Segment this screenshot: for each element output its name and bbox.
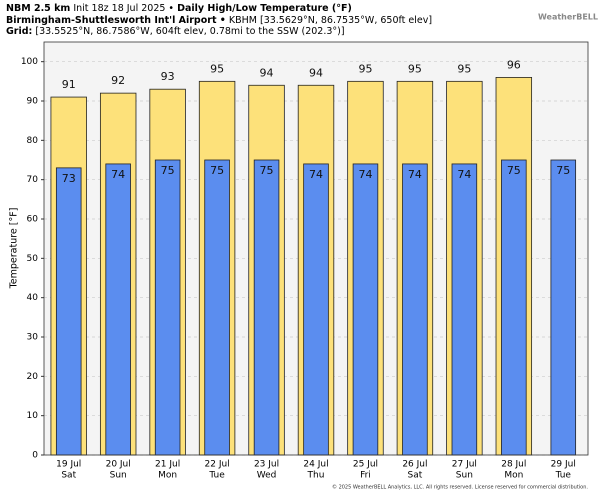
bar xyxy=(402,163,428,456)
value-label: 74 xyxy=(358,168,372,181)
y-tick-label: 30 xyxy=(27,333,39,343)
x-tick-label: Tue xyxy=(208,471,225,481)
station-info: KBHM [33.5629°N, 86.7535°W, 650ft elev] xyxy=(228,14,433,26)
y-tick-label: 40 xyxy=(27,293,39,303)
value-label: 93 xyxy=(161,70,175,83)
grid-info: [33.5525°N, 86.7586°W, 604ft elev, 0.78m… xyxy=(35,26,345,37)
value-label: 74 xyxy=(457,168,471,181)
plot-frame xyxy=(43,41,589,456)
y-tick-label: 0 xyxy=(32,451,38,461)
y-tick-label: 100 xyxy=(21,57,38,67)
value-label: 94 xyxy=(309,66,323,79)
x-tick-label: 25 Jul xyxy=(353,460,378,470)
y-tick-label: 60 xyxy=(27,215,39,225)
value-label: 74 xyxy=(309,168,323,181)
y-tick-label: 50 xyxy=(27,254,39,264)
x-tick-label: Thu xyxy=(307,471,325,481)
x-tick-label: Fri xyxy=(360,471,371,481)
x-tick-label: Sun xyxy=(110,471,127,481)
x-tick-label: 27 Jul xyxy=(452,460,477,470)
x-tick-label: 28 Jul xyxy=(501,460,526,470)
bar xyxy=(253,159,280,456)
x-tick-label: 20 Jul xyxy=(106,460,131,470)
value-label: 91 xyxy=(62,78,76,91)
y-tick-label: 90 xyxy=(27,97,39,107)
value-label: 75 xyxy=(556,164,570,177)
bar xyxy=(105,163,131,456)
value-label: 74 xyxy=(111,168,125,181)
bar xyxy=(501,159,527,456)
value-label: 75 xyxy=(210,164,224,177)
model: NBM 2.5 km xyxy=(6,3,71,14)
header-line: Grid: [33.5525°N, 86.7586°W, 604ft elev,… xyxy=(6,26,432,38)
value-label: 75 xyxy=(161,164,175,177)
value-label: 75 xyxy=(507,164,521,177)
logo: WeatherBELL xyxy=(538,13,598,22)
header-line: Birmingham-Shuttlesworth Int'l Airport •… xyxy=(6,15,432,27)
value-label: 75 xyxy=(260,164,274,177)
bar xyxy=(451,163,478,456)
value-label: 92 xyxy=(111,74,125,87)
value-label: 95 xyxy=(358,62,372,75)
grid-label: Grid: xyxy=(6,26,33,37)
x-tick-label: Mon xyxy=(158,471,177,481)
x-tick-label: 24 Jul xyxy=(303,460,328,470)
station: Birmingham-Shuttlesworth Int'l Airport • xyxy=(6,14,226,26)
value-label: 95 xyxy=(210,62,224,75)
x-tick-label: 22 Jul xyxy=(205,460,230,470)
value-label: 73 xyxy=(62,172,76,185)
footer: © 2025 WeatherBELL Analytics, LLC. All r… xyxy=(332,484,588,491)
value-label: 74 xyxy=(408,168,422,181)
title: Daily High/Low Temperature (°F) xyxy=(177,3,352,14)
x-tick-label: 23 Jul xyxy=(254,460,279,470)
x-tick-label: Sat xyxy=(408,471,423,481)
bar xyxy=(550,159,577,456)
x-tick-label: Wed xyxy=(257,471,277,481)
value-label: 95 xyxy=(408,62,422,75)
bar xyxy=(154,159,181,456)
bar xyxy=(55,167,82,456)
x-tick-label: Sat xyxy=(61,471,76,481)
y-axis-label: Temperature [°F] xyxy=(9,208,20,290)
x-tick-label: Mon xyxy=(504,471,523,481)
x-tick-label: Tue xyxy=(555,471,572,481)
bar xyxy=(303,163,329,456)
x-tick-label: 21 Jul xyxy=(155,460,180,470)
y-tick-label: 20 xyxy=(27,372,39,382)
value-label: 96 xyxy=(507,58,521,71)
header: NBM 2.5 km Init 18z 18 Jul 2025 • Daily … xyxy=(6,3,432,38)
y-tick-label: 10 xyxy=(27,411,39,421)
value-label: 94 xyxy=(260,66,274,79)
header-line: NBM 2.5 km Init 18z 18 Jul 2025 • Daily … xyxy=(6,3,432,15)
y-tick-label: 80 xyxy=(27,136,39,146)
x-tick-label: Sun xyxy=(456,471,473,481)
x-tick-label: 26 Jul xyxy=(402,460,427,470)
bar xyxy=(352,163,379,456)
x-tick-label: 19 Jul xyxy=(56,460,81,470)
init: Init 18z 18 Jul 2025 • xyxy=(73,3,175,14)
bar xyxy=(204,159,230,456)
x-tick-label: 29 Jul xyxy=(551,460,576,470)
value-label: 95 xyxy=(457,62,471,75)
y-tick-label: 70 xyxy=(27,175,39,185)
